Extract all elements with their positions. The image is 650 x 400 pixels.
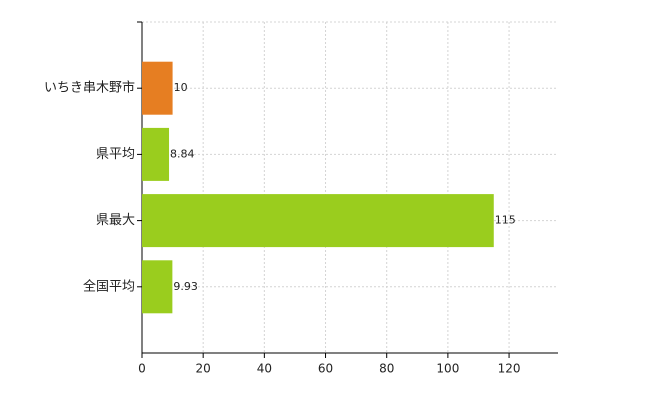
bar — [142, 127, 170, 181]
y-tick-label: 全国平均 — [83, 278, 135, 294]
bar — [142, 260, 173, 314]
x-tick-label: 60 — [318, 362, 333, 376]
y-tick-label: いちき串木野市 — [44, 80, 135, 96]
x-tick-label: 120 — [498, 362, 521, 376]
value-label: 9.93 — [173, 280, 198, 293]
x-tick-label: 20 — [196, 362, 211, 376]
bar — [142, 61, 173, 115]
x-tick-label: 40 — [257, 362, 272, 376]
x-tick-label: 100 — [436, 362, 459, 376]
value-label: 115 — [495, 214, 516, 227]
y-tick-label: 県最大 — [96, 213, 135, 228]
x-tick-label: 0 — [138, 362, 146, 376]
x-tick-label: 80 — [379, 362, 394, 376]
value-label: 8.84 — [170, 147, 195, 160]
value-label: 10 — [174, 81, 188, 94]
bar — [142, 194, 494, 248]
y-tick-label: 県平均 — [96, 147, 135, 162]
